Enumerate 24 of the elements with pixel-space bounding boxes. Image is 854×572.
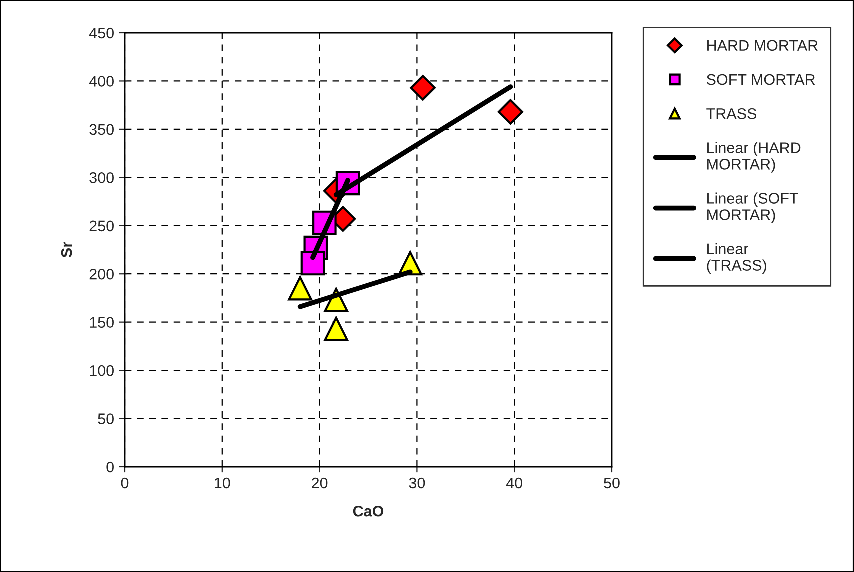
y-tick-label: 450 — [89, 28, 114, 39]
y-tick-label: 250 — [90, 220, 114, 232]
y-tick-label: 400 — [89, 76, 114, 87]
x-tick-label: 10 — [215, 478, 230, 489]
y-tick-label: 350 — [90, 124, 114, 136]
y-tick-label: 50 — [98, 414, 114, 424]
x-tick-label: 40 — [506, 478, 522, 489]
legend-label: Linear (SOFT MORTAR) — [708, 192, 798, 224]
x-tick-label: 50 — [604, 478, 620, 489]
y-tick-label: 100 — [90, 365, 114, 376]
legend-label: Linear (HARD MORTAR) — [708, 142, 801, 173]
y-tick-label: 300 — [90, 172, 114, 184]
x-tick-label: 30 — [409, 478, 426, 489]
y-axis-title: Sr — [61, 242, 72, 258]
legend-label: Linear (TRASS) — [707, 243, 766, 274]
y-tick-label: 150 — [90, 317, 114, 328]
x-tick-label: 0 — [121, 478, 129, 489]
y-tick-label: 200 — [90, 268, 114, 280]
y-tick-label: 0 — [106, 462, 114, 473]
legend-label: TRASS — [706, 108, 757, 120]
legend-label: SOFT MORTAR — [706, 74, 816, 86]
x-tick-label: 20 — [312, 478, 328, 489]
legend-label: HARD MORTAR — [708, 40, 818, 52]
x-axis-title: CaO — [353, 506, 384, 517]
